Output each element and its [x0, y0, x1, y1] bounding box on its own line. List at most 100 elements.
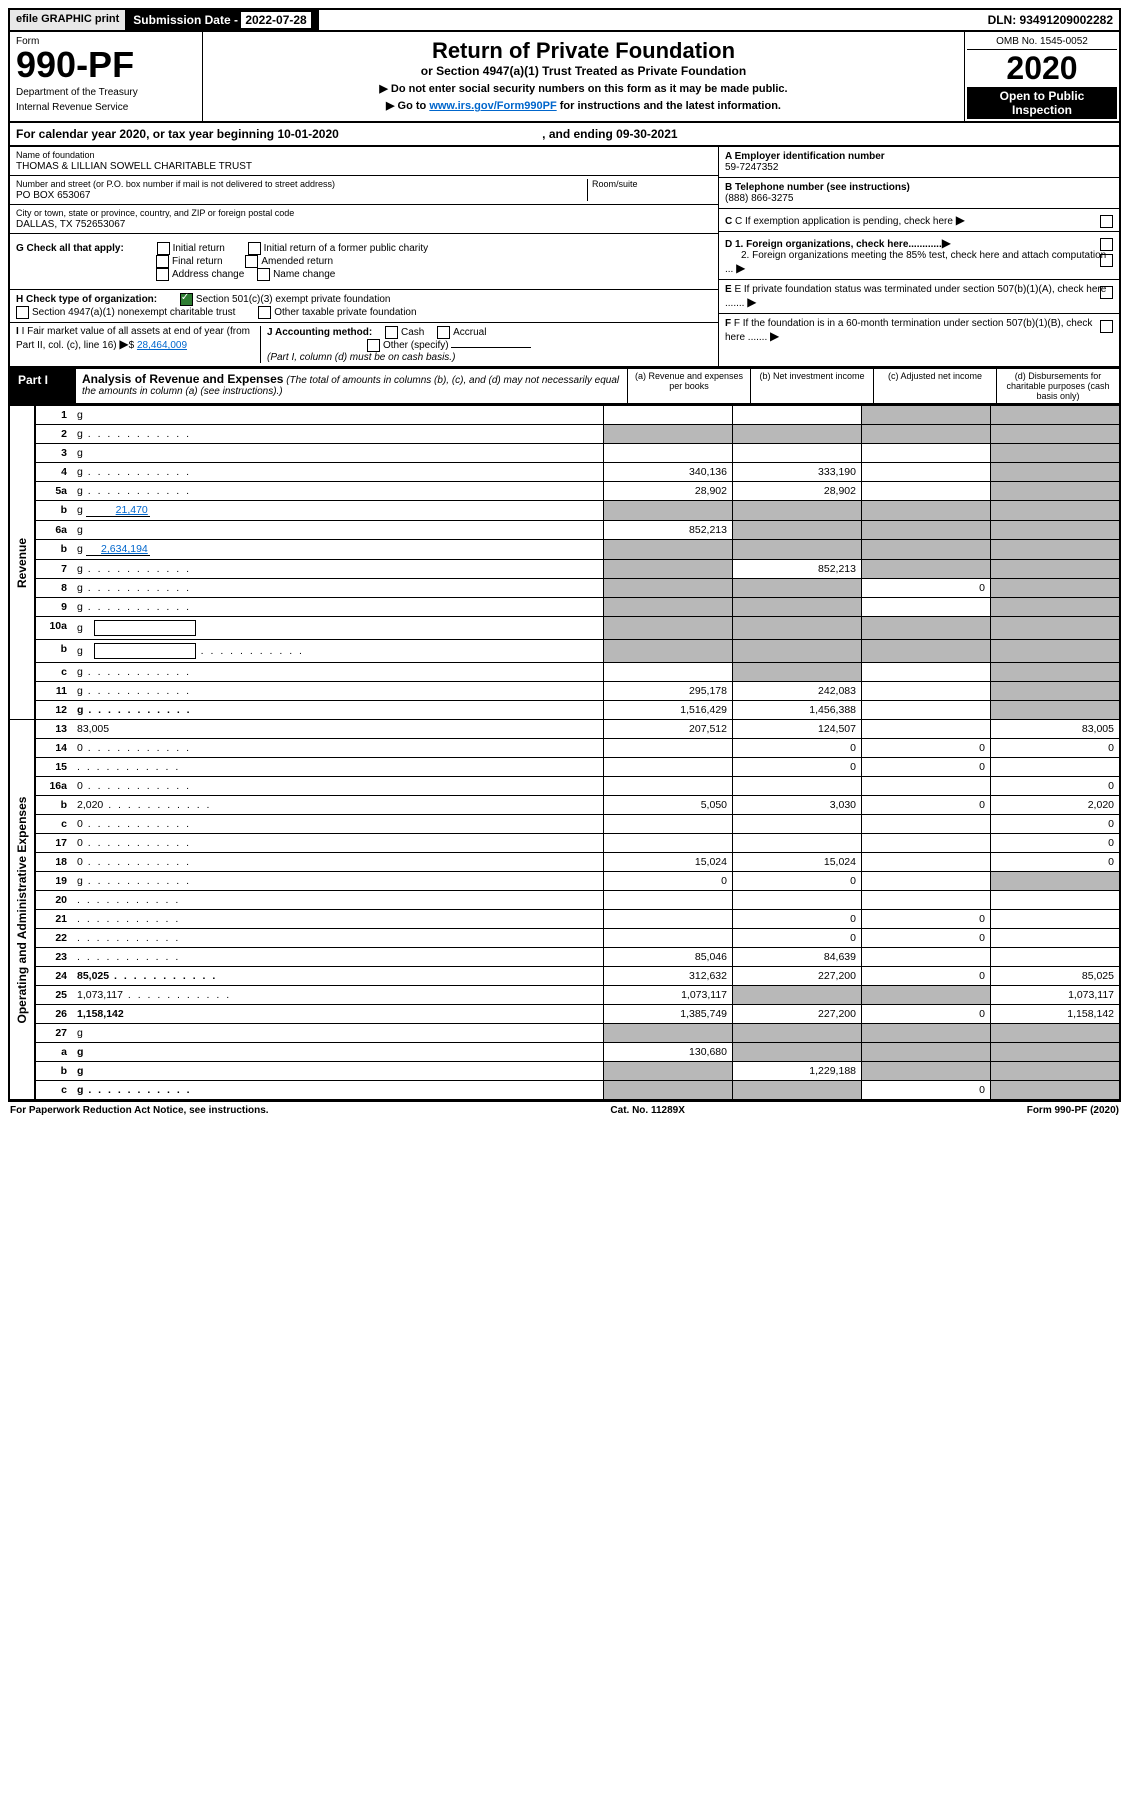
- cell-a: 1,385,749: [604, 1005, 733, 1024]
- h-opt1: Section 501(c)(3) exempt private foundat…: [196, 294, 391, 305]
- ein-value: 59-7247352: [725, 162, 778, 173]
- row-description: g: [72, 617, 604, 640]
- table-row: cg0: [9, 1081, 1120, 1101]
- table-row: bg1,229,188: [9, 1062, 1120, 1081]
- cell-a: 312,632: [604, 967, 733, 986]
- g-label: G Check all that apply:: [16, 243, 124, 254]
- sub-date-value: 2022-07-28: [241, 12, 310, 28]
- submission-date-label: Submission Date - 2022-07-28: [127, 10, 318, 30]
- cell-d: [991, 501, 1121, 521]
- cell-b: 242,083: [733, 682, 862, 701]
- cell-c: [862, 501, 991, 521]
- ein-cell: A Employer identification number 59-7247…: [719, 147, 1119, 178]
- table-row: 19g00: [9, 872, 1120, 891]
- g-check-row: G Check all that apply: Initial return I…: [10, 234, 718, 290]
- cell-c: [862, 598, 991, 617]
- cash-checkbox[interactable]: [385, 326, 398, 339]
- initial-former-checkbox[interactable]: [248, 242, 261, 255]
- c-checkbox[interactable]: [1100, 215, 1113, 228]
- row-number: a: [35, 1043, 72, 1062]
- cal-year-end: , and ending 09-30-2021: [542, 127, 677, 141]
- row-description: g: [72, 425, 604, 444]
- row-number: 24: [35, 967, 72, 986]
- cell-a: [604, 598, 733, 617]
- cell-b: 333,190: [733, 463, 862, 482]
- cell-b: 1,229,188: [733, 1062, 862, 1081]
- row-description: [72, 910, 604, 929]
- cell-d: 83,005: [991, 720, 1121, 739]
- calendar-year-row: For calendar year 2020, or tax year begi…: [8, 123, 1121, 147]
- d2-checkbox[interactable]: [1100, 254, 1113, 267]
- cell-c: [862, 463, 991, 482]
- cell-a: 207,512: [604, 720, 733, 739]
- cell-b: 3,030: [733, 796, 862, 815]
- form-title: Return of Private Foundation: [209, 38, 958, 64]
- row-description: g: [72, 463, 604, 482]
- j-cash: Cash: [401, 327, 424, 338]
- row-description: 0: [72, 815, 604, 834]
- row-number: 4: [35, 463, 72, 482]
- other-taxable-checkbox[interactable]: [258, 306, 271, 319]
- row-description: 1,158,142: [72, 1005, 604, 1024]
- cell-b: 0: [733, 872, 862, 891]
- cell-d: 2,020: [991, 796, 1121, 815]
- instruction-2: ▶ Go to www.irs.gov/Form990PF for instru…: [209, 99, 958, 112]
- fmv-link[interactable]: 28,464,009: [137, 340, 187, 351]
- other-method-checkbox[interactable]: [367, 339, 380, 352]
- cell-a: [604, 1081, 733, 1101]
- inline-link[interactable]: 2,634,194: [101, 543, 148, 555]
- 501c3-checkbox[interactable]: [180, 293, 193, 306]
- 4947-checkbox[interactable]: [16, 306, 29, 319]
- a-label: A Employer identification number: [725, 151, 885, 162]
- row-number: 25: [35, 986, 72, 1005]
- row-description: g: [72, 579, 604, 598]
- cell-c: [862, 720, 991, 739]
- table-row: 5ag28,90228,902: [9, 482, 1120, 501]
- row-number: 16a: [35, 777, 72, 796]
- top-bar: efile GRAPHIC print Submission Date - 20…: [8, 8, 1121, 32]
- row-number: 18: [35, 853, 72, 872]
- row-description: g: [72, 406, 604, 425]
- final-return-checkbox[interactable]: [156, 255, 169, 268]
- form990pf-link[interactable]: www.irs.gov/Form990PF: [429, 100, 556, 112]
- instruction-1: ▶ Do not enter social security numbers o…: [209, 82, 958, 95]
- e-cell: E E If private foundation status was ter…: [719, 280, 1119, 314]
- cell-a: 28,902: [604, 482, 733, 501]
- cell-c: [862, 425, 991, 444]
- cell-d: [991, 617, 1121, 640]
- row-number: 6a: [35, 521, 72, 540]
- e-checkbox[interactable]: [1100, 286, 1113, 299]
- initial-return-checkbox[interactable]: [157, 242, 170, 255]
- d1-checkbox[interactable]: [1100, 238, 1113, 251]
- row-number: 2: [35, 425, 72, 444]
- row-description: 0: [72, 739, 604, 758]
- accrual-checkbox[interactable]: [437, 326, 450, 339]
- j-note: (Part I, column (d) must be on cash basi…: [267, 352, 455, 363]
- address-change-checkbox[interactable]: [156, 268, 169, 281]
- cell-d: [991, 701, 1121, 720]
- part1-label: Part I: [10, 369, 76, 403]
- cell-a: [604, 910, 733, 929]
- info-grid: Name of foundation THOMAS & LILLIAN SOWE…: [8, 147, 1121, 368]
- table-row: 16a00: [9, 777, 1120, 796]
- row-number: 1: [35, 406, 72, 425]
- inline-link[interactable]: 21,470: [116, 504, 148, 516]
- cell-a: 15,024: [604, 853, 733, 872]
- cell-d: 0: [991, 815, 1121, 834]
- address-cell: Number and street (or P.O. box number if…: [10, 176, 718, 205]
- row-description: g: [72, 598, 604, 617]
- amended-checkbox[interactable]: [245, 255, 258, 268]
- row-number: 10a: [35, 617, 72, 640]
- row-description: 0: [72, 853, 604, 872]
- cell-a: 1,516,429: [604, 701, 733, 720]
- f-checkbox[interactable]: [1100, 320, 1113, 333]
- name-change-checkbox[interactable]: [257, 268, 270, 281]
- table-row: 2g: [9, 425, 1120, 444]
- cell-d: 0: [991, 834, 1121, 853]
- cell-a: [604, 406, 733, 425]
- row-number: b: [35, 1062, 72, 1081]
- cell-a: 852,213: [604, 521, 733, 540]
- city-cell: City or town, state or province, country…: [10, 205, 718, 234]
- cell-a: [604, 929, 733, 948]
- efile-print-button[interactable]: efile GRAPHIC print: [10, 10, 127, 30]
